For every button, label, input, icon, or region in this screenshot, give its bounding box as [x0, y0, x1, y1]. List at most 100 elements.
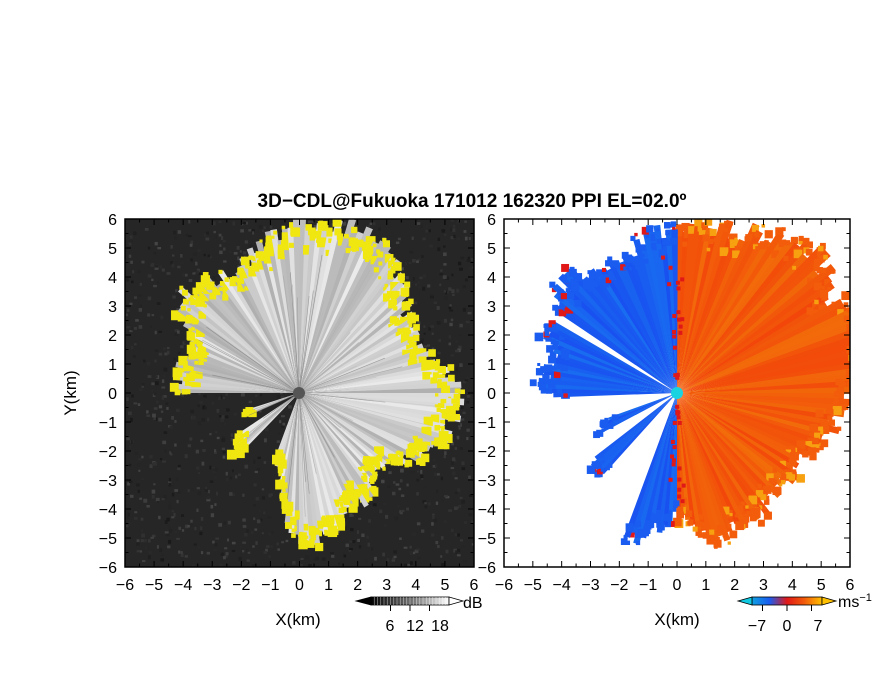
reflectivity-high-value-pixel: [172, 367, 183, 378]
velocity-edge-pixel: [749, 508, 758, 517]
reflectivity-noise-speckle: [151, 262, 155, 266]
reflectivity-noise-speckle: [187, 524, 190, 528]
reflectivity-radial-streak: [298, 326, 360, 394]
velocity-radar-site-marker: [671, 387, 683, 399]
velocity-edge-pixel: [605, 260, 612, 267]
velocity-edge-pixel: [702, 223, 709, 231]
reflectivity-noise-speckle: [200, 526, 203, 531]
reflectivity-noise-speckle: [168, 505, 172, 510]
reflectivity-high-value-pixel: [171, 310, 181, 321]
reflectivity-noise-speckle: [282, 422, 286, 426]
reflectivity-noise-speckle: [366, 502, 371, 506]
velocity-zero-line-pixel: [675, 409, 680, 414]
velocity-edge-pixel: [814, 432, 821, 439]
reflectivity-noise-speckle: [421, 529, 425, 533]
reflectivity-noise-speckle: [173, 357, 176, 361]
velocity-edge-pixel: [663, 222, 671, 229]
velocity-receding-sector: [677, 393, 748, 530]
velocity-approaching-sector: [660, 237, 677, 393]
reflectivity-high-value-pixel: [195, 328, 205, 337]
reflectivity-noise-speckle: [286, 527, 290, 531]
reflectivity-noise-speckle: [169, 425, 174, 430]
reflectivity-x-tick-label: 2: [353, 577, 362, 594]
reflectivity-high-value-pixel: [401, 333, 410, 342]
reflectivity-high-value-pixel: [430, 377, 438, 385]
velocity-receding-sector: [677, 362, 850, 393]
velocity-edge-pixel: [779, 483, 783, 487]
velocity-edge-pixel: [723, 227, 729, 233]
reflectivity-noise-speckle: [151, 382, 155, 386]
reflectivity-noise-speckle: [174, 489, 179, 492]
velocity-receding-sector: [677, 393, 735, 524]
reflectivity-noise-speckle: [393, 555, 397, 559]
reflectivity-echo-sector: [191, 345, 299, 393]
velocity-edge-pixel: [846, 381, 850, 390]
reflectivity-noise-speckle: [400, 494, 405, 498]
reflectivity-noise-speckle: [156, 281, 160, 285]
reflectivity-noise-speckle: [220, 553, 224, 556]
reflectivity-high-value-pixel: [186, 344, 196, 354]
velocity-edge-pixel: [827, 286, 832, 291]
reflectivity-high-value-pixel: [416, 348, 427, 359]
reflectivity-noise-speckle: [258, 408, 262, 413]
reflectivity-noise-speckle: [181, 529, 185, 532]
reflectivity-noise-speckle: [128, 445, 131, 449]
reflectivity-x-tick-label: 5: [440, 577, 449, 594]
reflectivity-colorbar-tick-18: 18: [431, 618, 449, 635]
velocity-edge-pixel: [713, 237, 718, 241]
reflectivity-noise-speckle: [149, 464, 153, 469]
reflectivity-noise-speckle: [466, 436, 469, 441]
reflectivity-high-value-pixel: [271, 235, 275, 239]
velocity-edge-pixel: [734, 245, 742, 253]
velocity-zero-line-pixel: [675, 372, 680, 377]
reflectivity-noise-speckle: [264, 438, 267, 443]
reflectivity-noise-speckle: [280, 395, 285, 399]
velocity-edge-pixel: [760, 494, 767, 501]
reflectivity-high-value-pixel: [443, 433, 453, 444]
reflectivity-echo-sector: [244, 393, 299, 415]
velocity-y-tick-label: 6: [487, 212, 496, 229]
reflectivity-noise-speckle: [449, 304, 452, 307]
reflectivity-high-value-pixel: [434, 404, 439, 409]
reflectivity-noise-speckle: [407, 563, 410, 567]
reflectivity-echo-sector: [299, 330, 420, 393]
velocity-edge-pixel: [843, 315, 850, 323]
reflectivity-echo-sector: [299, 393, 350, 509]
velocity-edge-pixel: [553, 371, 561, 378]
velocity-edge-pixel: [537, 362, 541, 366]
reflectivity-noise-speckle: [422, 286, 426, 291]
velocity-edge-pixel: [728, 234, 737, 242]
reflectivity-noise-speckle: [248, 229, 252, 232]
reflectivity-noise-speckle: [210, 504, 214, 509]
velocity-edge-pixel: [692, 526, 698, 532]
reflectivity-noise-speckle: [130, 260, 133, 264]
reflectivity-high-value-pixel: [361, 475, 368, 482]
reflectivity-noise-speckle: [357, 564, 360, 567]
reflectivity-noise-speckle: [260, 518, 263, 522]
reflectivity-noise-speckle: [397, 505, 400, 508]
reflectivity-noise-speckle: [364, 559, 368, 564]
reflectivity-echo-sector: [239, 256, 299, 393]
reflectivity-noise-speckle: [172, 295, 176, 299]
reflectivity-noise-speckle: [459, 363, 463, 368]
reflectivity-high-value-pixel: [193, 369, 203, 379]
reflectivity-noise-speckle: [141, 384, 145, 388]
velocity-edge-pixel: [640, 244, 647, 251]
reflectivity-noise-speckle: [251, 531, 254, 535]
reflectivity-high-value-pixel: [193, 292, 200, 299]
velocity-receding-sector: [677, 356, 850, 393]
reflectivity-noise-speckle: [148, 539, 151, 543]
reflectivity-noise-speckle: [136, 542, 140, 546]
reflectivity-noise-speckle: [138, 307, 143, 312]
reflectivity-noise-speckle: [212, 275, 216, 280]
velocity-edge-pixel: [836, 426, 842, 431]
velocity-edge-pixel: [821, 285, 825, 290]
reflectivity-noise-speckle: [452, 224, 456, 228]
reflectivity-high-value-pixel: [193, 338, 199, 345]
reflectivity-echo-sector: [231, 393, 299, 456]
reflectivity-high-value-pixel: [281, 501, 289, 509]
reflectivity-echo-sector: [218, 270, 299, 393]
reflectivity-echo-sector: [237, 265, 299, 393]
reflectivity-high-value-pixel: [447, 414, 455, 422]
